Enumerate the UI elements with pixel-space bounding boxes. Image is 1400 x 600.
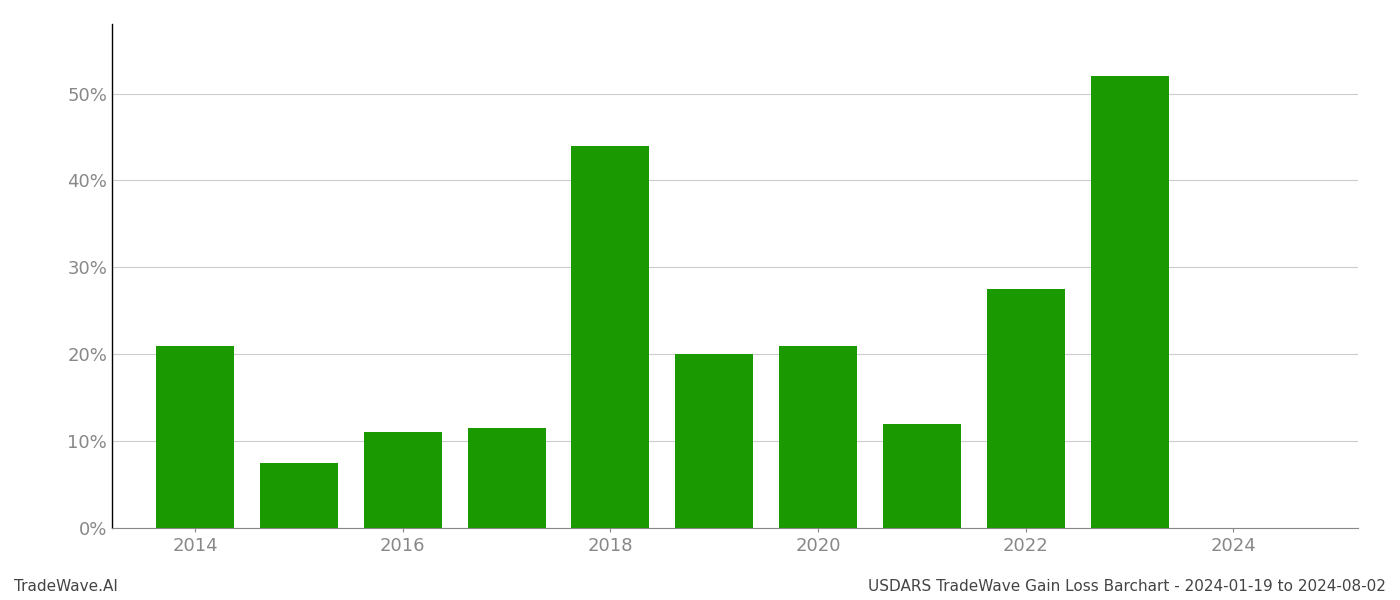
Bar — [675, 354, 753, 528]
Bar — [780, 346, 857, 528]
Text: USDARS TradeWave Gain Loss Barchart - 2024-01-19 to 2024-08-02: USDARS TradeWave Gain Loss Barchart - 20… — [868, 579, 1386, 594]
Text: TradeWave.AI: TradeWave.AI — [14, 579, 118, 594]
Bar — [157, 346, 234, 528]
Bar — [883, 424, 960, 528]
Bar — [987, 289, 1064, 528]
Bar — [1091, 76, 1169, 528]
Bar — [571, 146, 650, 528]
Bar — [260, 463, 337, 528]
Bar — [468, 428, 546, 528]
Bar — [364, 433, 441, 528]
